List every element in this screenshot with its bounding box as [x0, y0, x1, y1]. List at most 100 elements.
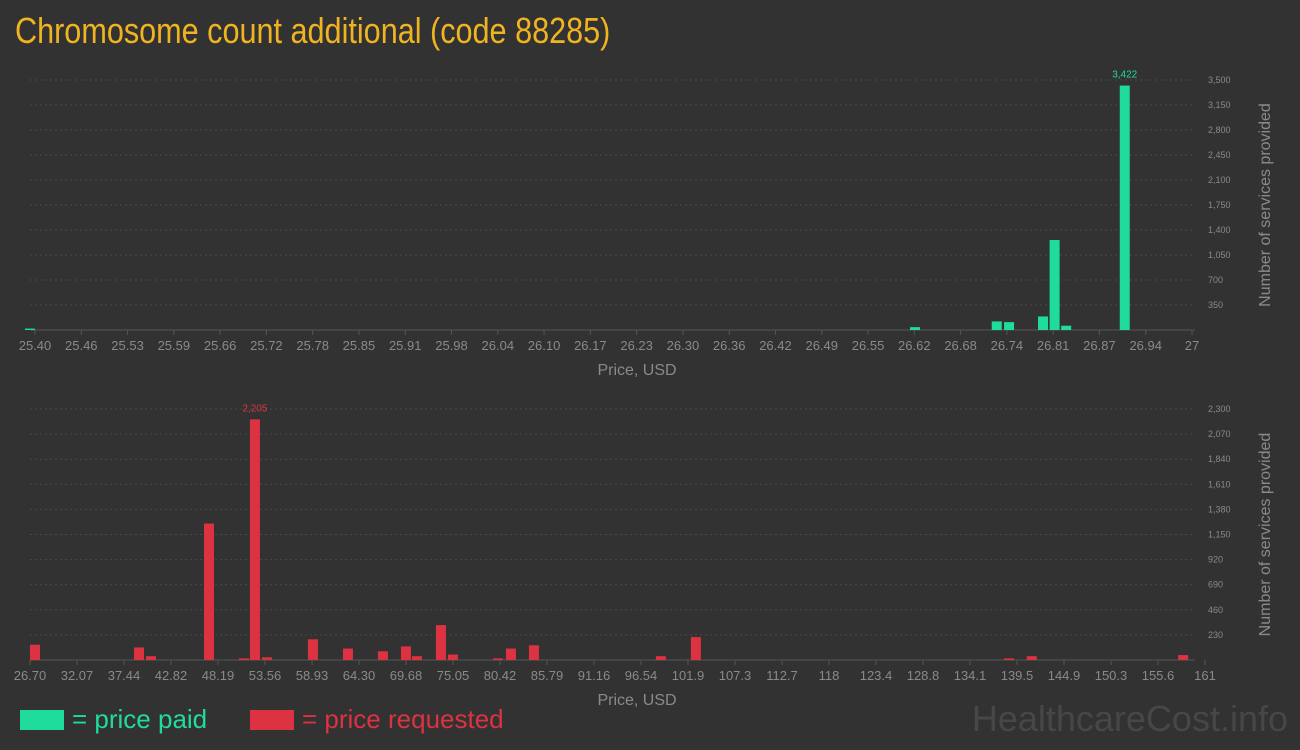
x-tick-label: 27	[1185, 338, 1199, 353]
legend-swatch-requested	[250, 709, 294, 730]
y-tick-label: 1,750	[1208, 200, 1231, 210]
bar	[377, 651, 388, 660]
y-tick-label: 350	[1208, 300, 1223, 310]
y-tick-label: 1,050	[1208, 250, 1231, 260]
y-tick-label: 3,150	[1208, 100, 1231, 110]
y-tick-label: 460	[1208, 605, 1223, 615]
x-tick-label: 25.53	[111, 338, 144, 353]
x-tick-label: 53.56	[249, 668, 282, 683]
x-tick-label: 26.49	[805, 338, 838, 353]
bar	[492, 658, 503, 660]
y-tick-label: 2,450	[1208, 150, 1231, 160]
x-tick-label: 96.54	[625, 668, 658, 683]
bar	[400, 646, 411, 660]
bar	[342, 648, 353, 660]
x-tick-label: 26.55	[852, 338, 885, 353]
x-axis-title: Price, USD	[597, 362, 676, 379]
bar	[1004, 322, 1015, 330]
x-tick-label: 101.9	[672, 668, 705, 683]
x-tick-label: 26.10	[528, 338, 561, 353]
x-tick-label: 32.07	[61, 668, 94, 683]
legend-label-requested: = price requested	[302, 704, 504, 734]
x-tick-label: 25.72	[250, 338, 283, 353]
x-tick-label: 25.66	[204, 338, 237, 353]
x-tick-label: 26.30	[667, 338, 700, 353]
x-tick-label: 26.70	[14, 668, 47, 683]
x-tick-label: 134.1	[954, 668, 987, 683]
bar	[1049, 240, 1060, 330]
price-paid-chart: 350 700 1,050 1,400 1,750 2,100 2,450 2,800 3,15…	[19, 70, 1274, 379]
x-tick-label: 150.3	[1095, 668, 1128, 683]
x-tick-label: 155.6	[1142, 668, 1175, 683]
legend-requested: = price requested	[250, 704, 504, 735]
bar	[1119, 85, 1130, 330]
y-axis-title: Number of services provided	[1257, 433, 1274, 637]
bar	[435, 625, 446, 660]
bar	[134, 647, 145, 660]
x-tick-label: 80.42	[484, 668, 517, 683]
bar	[204, 523, 215, 660]
legend-paid: = price paid	[20, 704, 207, 735]
y-tick-label: 700	[1208, 275, 1223, 285]
x-tick-label: 25.59	[158, 338, 191, 353]
y-axis-title: Number of services provided	[1257, 103, 1274, 307]
bar	[239, 658, 250, 660]
x-tick-label: 161	[1194, 668, 1216, 683]
peak-data-label: 3,422	[1112, 70, 1137, 81]
x-tick-label: 85.79	[531, 668, 564, 683]
y-tick-label: 230	[1208, 630, 1223, 640]
x-tick-label: 144.9	[1048, 668, 1081, 683]
x-tick-label: 26.36	[713, 338, 746, 353]
y-tick-label: 2,070	[1208, 429, 1231, 439]
x-tick-label: 25.78	[296, 338, 329, 353]
bar	[145, 656, 156, 660]
x-tick-label: 75.05	[437, 668, 470, 683]
y-tick-label: 1,840	[1208, 454, 1231, 464]
x-tick-label: 42.82	[155, 668, 188, 683]
x-tick-label: 26.42	[759, 338, 792, 353]
x-tick-label: 26.94	[1129, 338, 1162, 353]
y-tick-label: 3,500	[1208, 75, 1231, 85]
bar	[528, 645, 539, 660]
x-tick-label: 26.74	[991, 338, 1024, 353]
bar	[690, 637, 701, 660]
y-tick-label: 2,800	[1208, 125, 1231, 135]
price-requested-chart: 230 460 690 920 1,150 1,380 1,610 1,840 2,070 2,3…	[14, 403, 1274, 709]
x-tick-label: 25.85	[343, 338, 376, 353]
y-tick-label: 1,380	[1208, 504, 1231, 514]
x-tick-label: 118	[819, 668, 840, 683]
x-tick-label: 25.40	[19, 338, 52, 353]
bar	[655, 656, 666, 660]
x-tick-label: 112.7	[766, 668, 798, 683]
bar	[1178, 655, 1189, 660]
x-tick-label: 26.81	[1037, 338, 1070, 353]
bar	[1038, 316, 1049, 330]
y-tick-label: 1,400	[1208, 225, 1231, 235]
x-tick-label: 26.62	[898, 338, 931, 353]
x-tick-label: 64.30	[343, 668, 376, 683]
x-tick-label: 26.87	[1083, 338, 1116, 353]
x-tick-label: 26.04	[482, 338, 515, 353]
x-tick-label: 128.8	[907, 668, 940, 683]
bar	[249, 419, 260, 660]
x-tick-label: 107.3	[719, 668, 752, 683]
y-tick-label: 2,100	[1208, 175, 1231, 185]
y-tick-label: 1,150	[1208, 530, 1231, 540]
bar	[447, 654, 458, 660]
x-tick-label: 26.23	[620, 338, 653, 353]
x-tick-label: 123.4	[860, 668, 893, 683]
bar	[1026, 656, 1037, 660]
x-tick-label: 91.16	[578, 668, 611, 683]
bar	[29, 644, 40, 660]
x-tick-label: 58.93	[296, 668, 329, 683]
legend-label-paid: = price paid	[72, 704, 208, 734]
x-tick-label: 25.98	[435, 338, 468, 353]
x-tick-label: 139.5	[1001, 668, 1034, 683]
bar	[411, 656, 422, 660]
bar	[1004, 658, 1015, 660]
legend-swatch-paid	[20, 709, 64, 730]
x-tick-label: 26.68	[944, 338, 977, 353]
bar	[307, 639, 318, 660]
x-tick-label: 37.44	[108, 668, 141, 683]
bar	[910, 327, 921, 330]
